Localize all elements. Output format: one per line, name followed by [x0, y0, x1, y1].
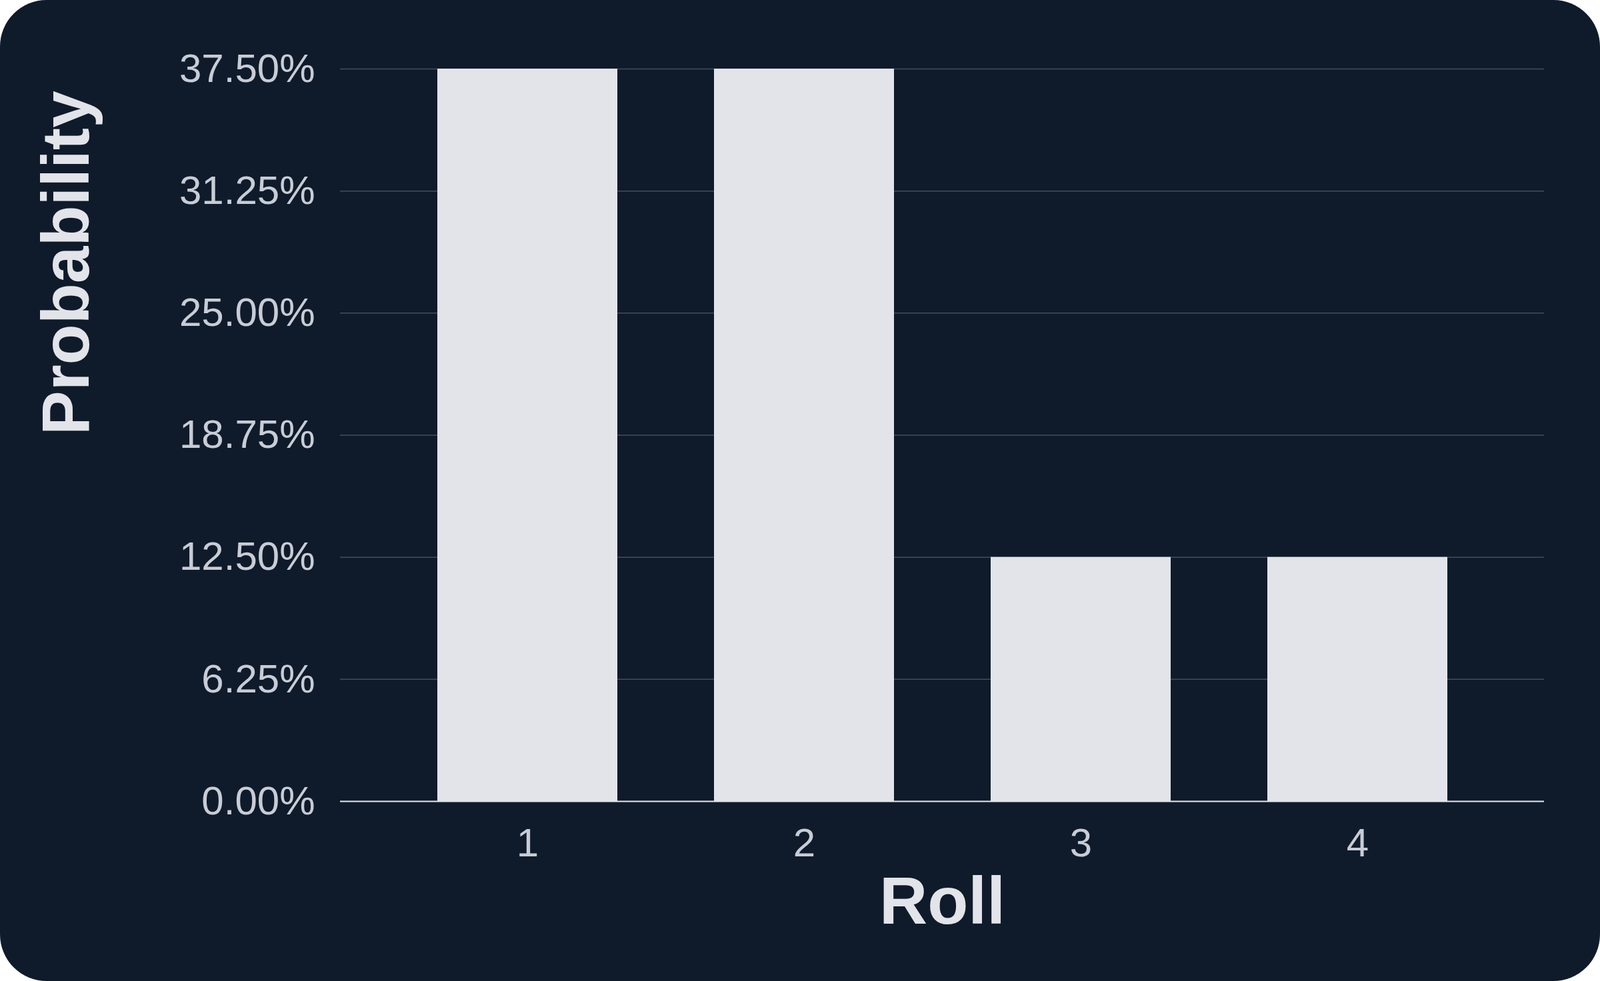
svg-text:18.75%: 18.75%	[179, 412, 316, 457]
svg-text:1: 1	[516, 820, 539, 866]
svg-text:6.25%: 6.25%	[201, 656, 315, 702]
svg-text:3: 3	[1070, 820, 1092, 866]
svg-text:31.25%: 31.25%	[179, 168, 316, 213]
svg-text:4: 4	[1346, 820, 1369, 866]
svg-text:12.50%: 12.50%	[179, 534, 316, 579]
svg-text:0.00%: 0.00%	[201, 778, 315, 824]
svg-text:2: 2	[793, 820, 816, 866]
svg-text:25.00%: 25.00%	[179, 290, 316, 335]
svg-text:Probability: Probability	[28, 90, 103, 436]
svg-text:Roll: Roll	[879, 863, 1006, 938]
svg-text:37.50%: 37.50%	[179, 46, 316, 91]
